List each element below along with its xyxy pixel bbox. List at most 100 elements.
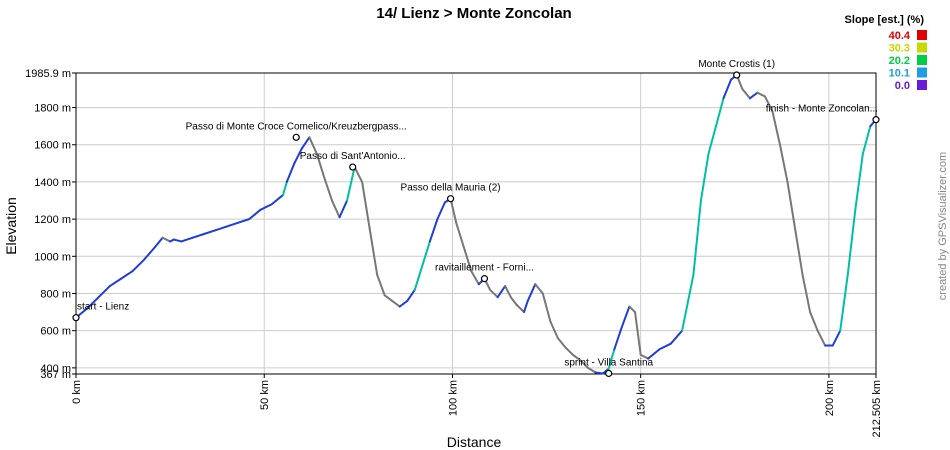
elevation-segment	[191, 232, 205, 239]
elevation-segment	[771, 110, 781, 146]
y-tick-label: 367 m	[40, 369, 71, 381]
elevation-segment	[794, 227, 804, 276]
elevation-segment	[556, 337, 567, 349]
elevation-segment	[383, 294, 394, 302]
elevation-segment	[669, 329, 684, 345]
x-tick-label: 0 km	[71, 380, 83, 404]
waypoint-label: ravitaillement - Forni...	[435, 263, 534, 274]
elevation-segment	[308, 136, 318, 156]
legend-swatch	[917, 67, 927, 78]
y-axis-title: Elevation	[3, 197, 19, 255]
elevation-segment	[97, 285, 111, 299]
legend: Slope [est.] (%) 40.430.320.210.10.0	[845, 14, 927, 92]
waypoint-label: Passo di Sant'Antonio...	[300, 151, 406, 162]
elevation-segment	[741, 87, 751, 100]
y-tick-label: 1400 m	[34, 177, 71, 189]
elevation-segment	[634, 311, 642, 356]
legend-swatch	[917, 30, 927, 40]
elevation-segment	[489, 288, 499, 299]
y-tick-label: 1600 m	[34, 140, 71, 152]
elevation-segment	[470, 270, 480, 286]
elevation-segment	[594, 371, 605, 375]
elevation-segment	[421, 240, 431, 267]
x-tick-label: 200 km	[824, 380, 836, 416]
elevation-segment	[368, 227, 379, 276]
elevation-segment	[120, 270, 134, 280]
elevation-segment	[285, 162, 296, 183]
elevation-segment	[462, 246, 473, 273]
y-tick-label: 1200 m	[34, 214, 71, 226]
elevation-segment	[315, 153, 326, 180]
elevation-segment	[214, 225, 228, 232]
x-axis-title: Distance	[447, 434, 502, 450]
elevation-segment	[330, 199, 341, 219]
elevation-segment	[376, 273, 386, 297]
elevation-segment	[225, 221, 239, 228]
elevation-segment	[293, 147, 303, 165]
elevation-segment	[778, 143, 789, 183]
elevation-segment	[602, 367, 610, 375]
waypoint-marker	[72, 314, 80, 322]
grid	[75, 72, 877, 375]
elevation-series	[75, 74, 877, 375]
elevation-segment	[391, 299, 401, 308]
elevation-segment	[579, 359, 589, 369]
elevation-segment	[428, 218, 439, 243]
plot-frame	[75, 72, 877, 375]
elevation-segment	[692, 199, 702, 276]
elevation-segment	[861, 125, 872, 156]
elevation-segment	[436, 201, 446, 221]
waypoint-marker	[446, 195, 455, 203]
elevation-segment	[236, 218, 251, 224]
elevation-segment	[586, 366, 597, 374]
waypoint-marker	[480, 275, 489, 283]
legend-value: 20.2	[889, 55, 910, 67]
elevation-segment	[658, 342, 672, 351]
elevation-segment	[571, 353, 582, 362]
elevation-segment	[526, 283, 537, 302]
elevation-segment	[786, 180, 797, 230]
waypoint-label: Passo di Monte Croce Comelico/Kreuzbergp…	[186, 121, 407, 132]
elevation-segment	[839, 273, 849, 332]
elevation-segment	[282, 180, 288, 196]
elevation-segment	[300, 136, 311, 150]
elevation-segment	[763, 95, 774, 113]
waypoint-marker	[733, 71, 741, 79]
elevation-segment	[607, 348, 616, 370]
elevation-segment	[270, 193, 285, 206]
elevation-segment	[259, 203, 273, 211]
waypoint-marker	[605, 369, 613, 378]
elevation-segment	[509, 296, 518, 306]
elevation-segment	[707, 125, 717, 156]
y-tick-label: 600 m	[40, 326, 71, 338]
elevation-segment	[86, 296, 100, 310]
elevation-segment	[172, 238, 183, 243]
elevation-segment	[338, 199, 349, 219]
legend-title: Slope [est.] (%)	[845, 14, 925, 26]
elevation-segment	[564, 346, 574, 356]
elevation-segment	[816, 329, 827, 347]
elevation-segment	[549, 320, 559, 340]
x-tick-label: 100 km	[447, 380, 459, 416]
legend-value: 30.3	[889, 43, 910, 55]
legend-value: 0.0	[895, 80, 910, 92]
elevation-segment	[449, 197, 458, 224]
elevation-segment	[353, 166, 364, 183]
elevation-segment	[756, 91, 766, 98]
elevation-segment	[846, 208, 857, 276]
y-tick-label: 1985.9 m	[25, 68, 71, 80]
elevation-segment	[722, 78, 733, 100]
waypoint-label: finish - Monte Zoncolan...	[766, 104, 878, 115]
elevation-segment	[108, 277, 123, 288]
elevation-segment	[681, 273, 695, 332]
elevation-segment	[455, 221, 465, 249]
elevation-segment	[413, 264, 424, 291]
legend-value: 10.1	[889, 68, 910, 80]
elevation-segment	[809, 311, 819, 332]
waypoint-marker	[349, 163, 357, 171]
elevation-segment	[801, 273, 812, 314]
elevation-segment	[154, 236, 164, 249]
elevation-segment	[628, 305, 637, 314]
